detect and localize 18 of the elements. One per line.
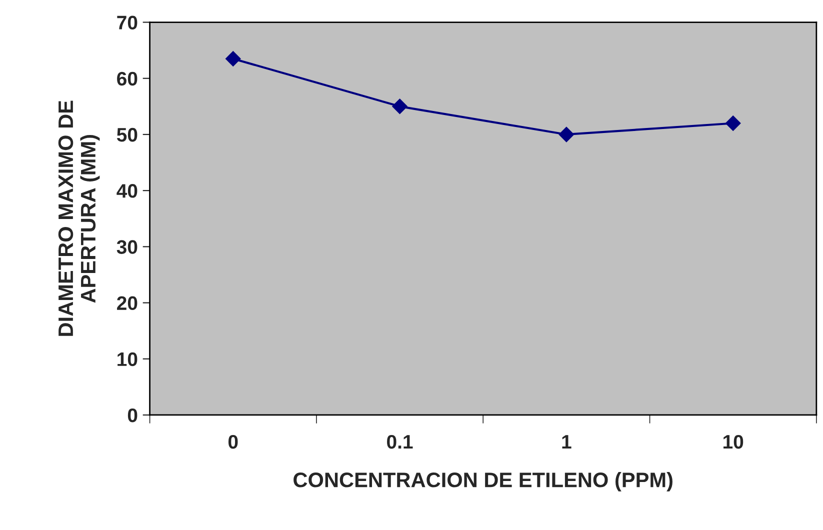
x-tick-label: 10 — [724, 434, 744, 449]
y-tick-label: 0 — [128, 408, 138, 422]
y-tick-label: 20 — [117, 296, 138, 310]
y-tick-label: 60 — [117, 72, 138, 86]
y-tick-label: 10 — [118, 352, 138, 366]
point — [558, 126, 574, 142]
y-tick-label: 50 — [116, 128, 138, 142]
x-axis-title: CONCENTRACION DE ETILENO (PPM) — [294, 472, 672, 492]
y-tick-label: 40 — [116, 184, 138, 198]
x-tick-label: 1 — [562, 435, 572, 449]
x-tick-label: 0.1 — [387, 434, 413, 449]
x-tick-label: 0 — [228, 434, 238, 449]
y-tick-label: 70 — [117, 16, 138, 30]
point — [226, 51, 241, 66]
point — [392, 98, 408, 114]
y-axis-title: DIAMETRO MAXIMO DE APERTURA (MM) — [58, 100, 100, 336]
point — [726, 116, 741, 131]
y-tick-label: 30 — [116, 240, 138, 254]
